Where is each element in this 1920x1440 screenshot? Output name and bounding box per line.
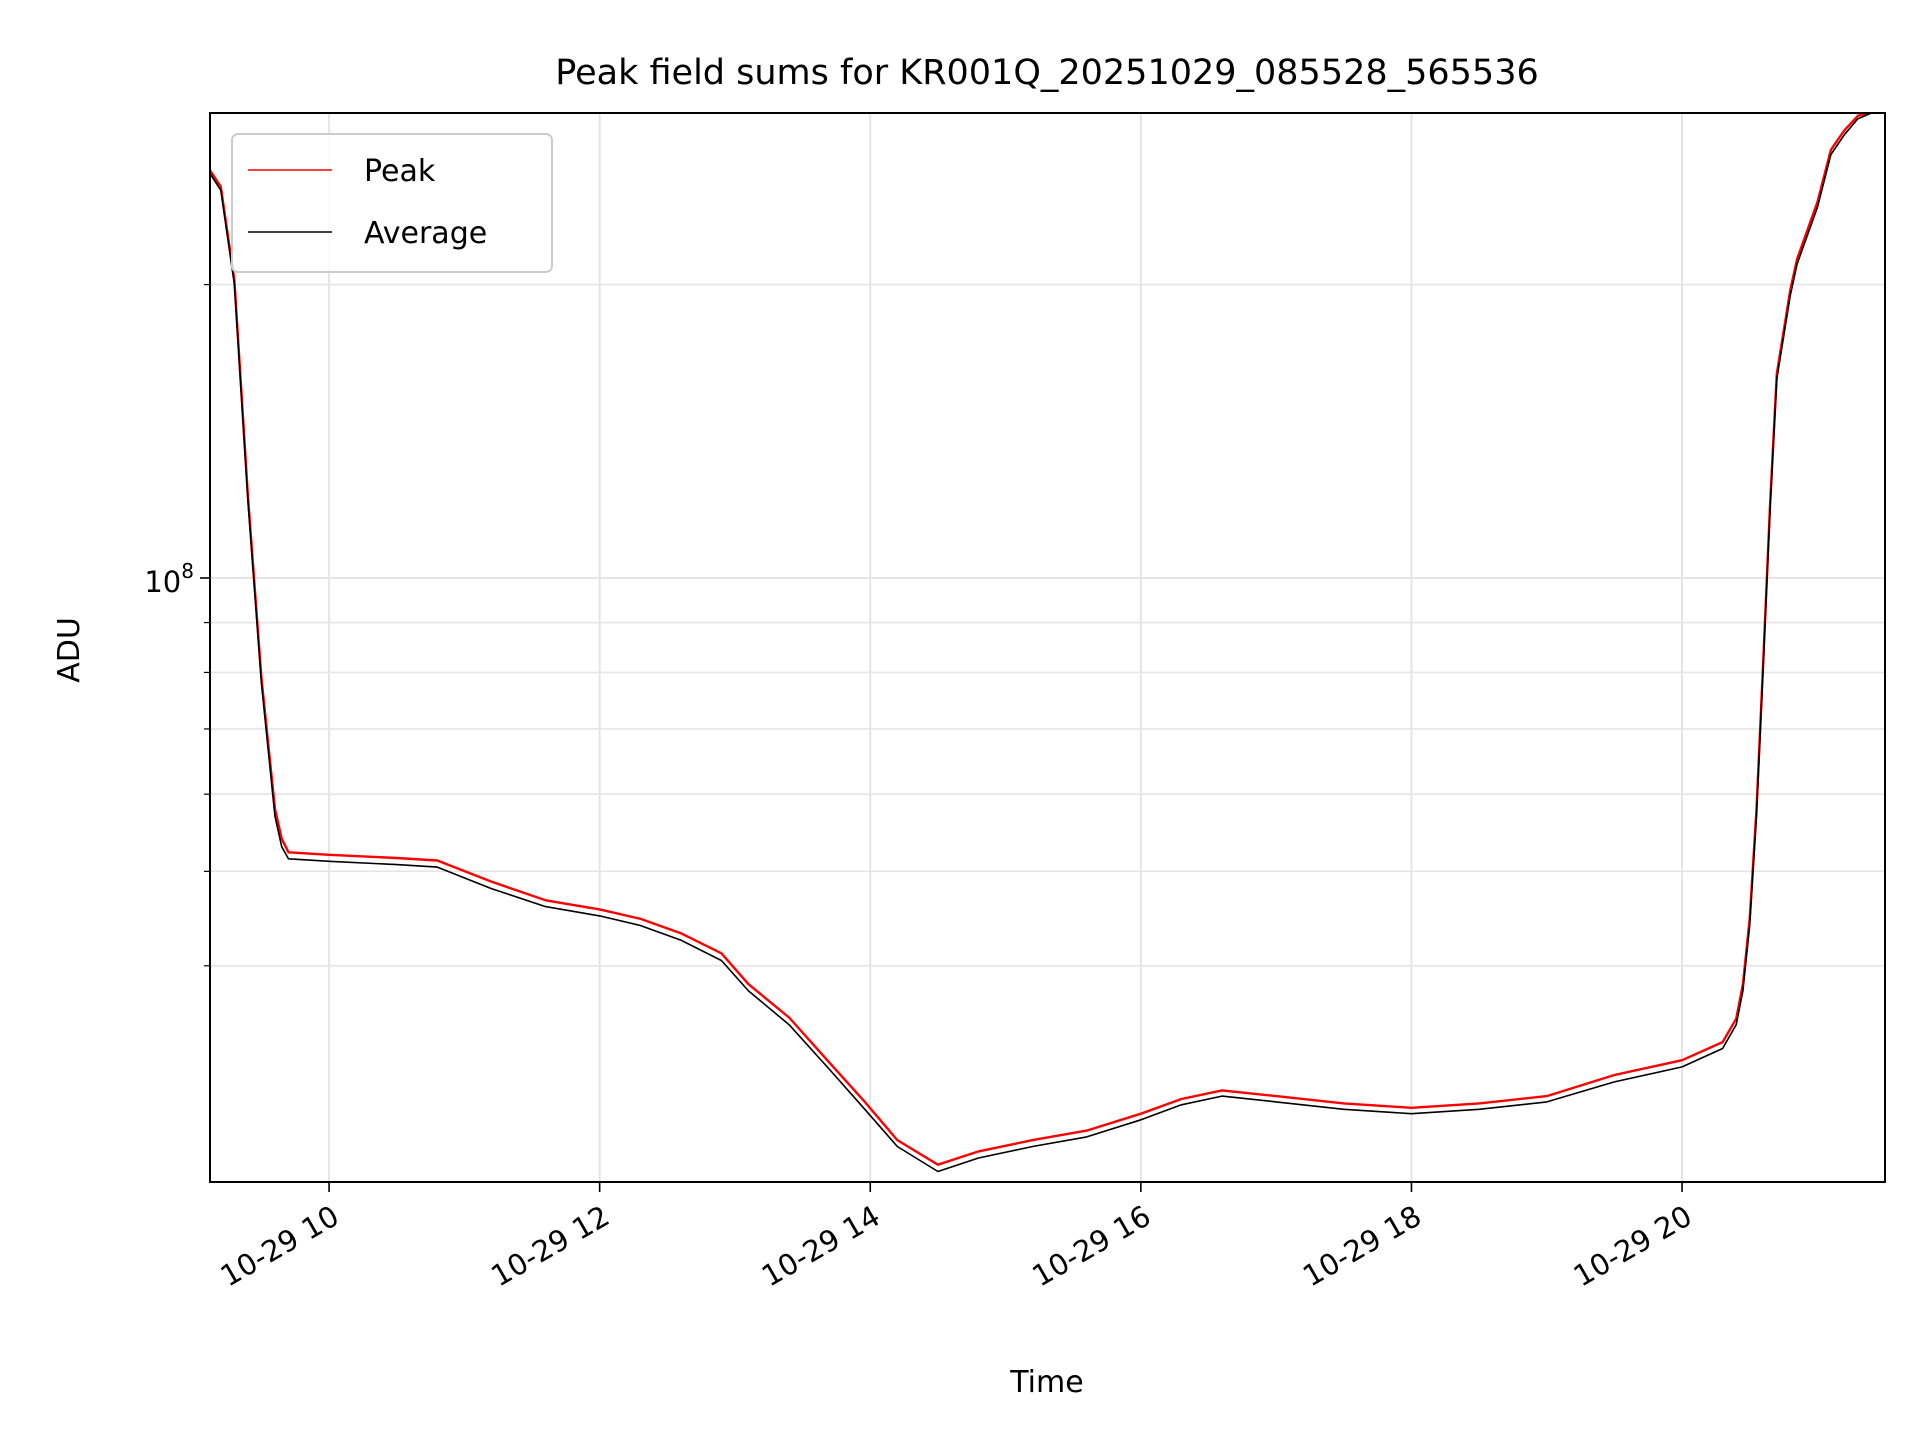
series-group <box>210 113 1885 1173</box>
y-axis-label: ADU <box>52 617 87 683</box>
series-line-average <box>210 113 1885 1173</box>
legend-label-peak: Peak <box>364 154 436 189</box>
y-axis-ticks: 108 <box>144 284 210 967</box>
grid <box>210 113 1885 1182</box>
plot-frame <box>209 112 1886 1183</box>
legend-box <box>231 133 553 273</box>
chart-title: Peak field sums for KR001Q_20251029_0855… <box>555 53 1539 93</box>
legend: Peak Average <box>231 133 553 273</box>
y-tick-label: 108 <box>144 559 194 599</box>
legend-label-average: Average <box>364 216 487 251</box>
x-axis-label: Time <box>1009 1365 1083 1400</box>
